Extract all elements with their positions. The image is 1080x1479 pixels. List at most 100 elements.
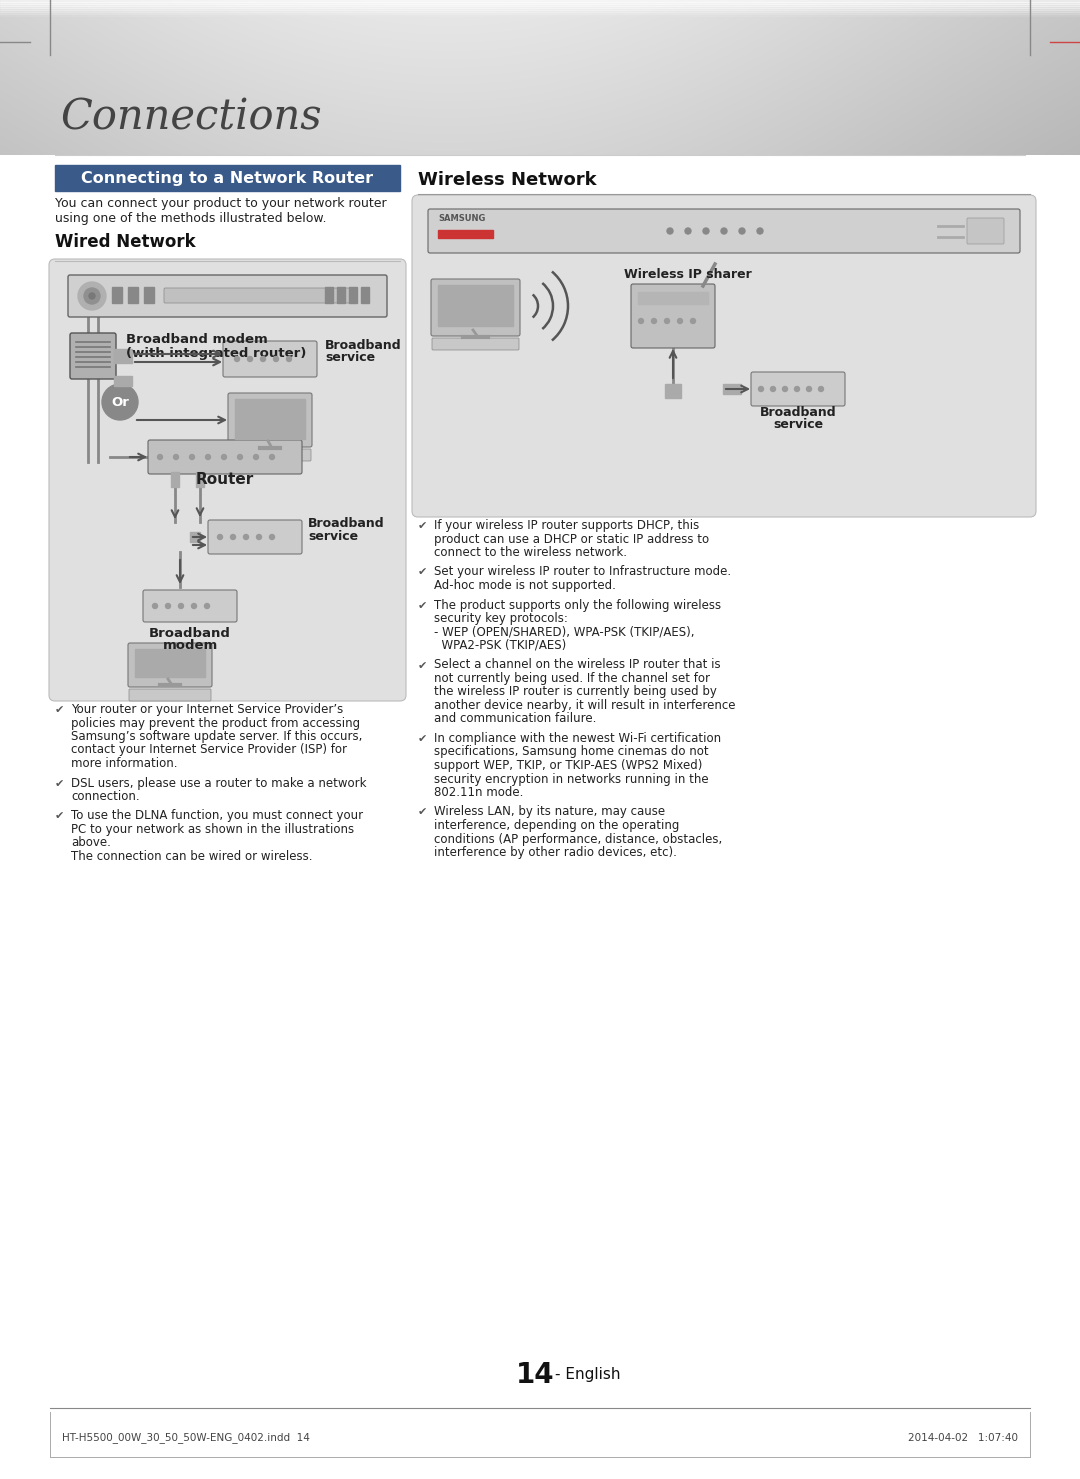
Bar [0, 0, 1080, 1]
Text: Broadband: Broadband [759, 407, 836, 419]
Text: 802.11n mode.: 802.11n mode. [434, 785, 524, 799]
Circle shape [234, 356, 240, 361]
Text: DSL users, please use a router to make a network: DSL users, please use a router to make a… [71, 776, 366, 790]
FancyBboxPatch shape [70, 333, 116, 379]
Bar [190, 532, 200, 541]
Circle shape [664, 318, 670, 324]
Text: (with integrated router): (with integrated router) [126, 348, 307, 359]
Text: Or: Or [111, 395, 129, 408]
Circle shape [721, 228, 727, 234]
Text: ✔: ✔ [418, 568, 428, 577]
FancyBboxPatch shape [229, 450, 311, 461]
Bar [337, 287, 345, 303]
Circle shape [273, 356, 279, 361]
Text: Connections: Connections [60, 96, 322, 138]
Circle shape [807, 386, 811, 392]
Text: support WEP, TKIP, or TKIP-AES (WPS2 Mixed): support WEP, TKIP, or TKIP-AES (WPS2 Mix… [434, 759, 702, 772]
Text: security encryption in networks running in the: security encryption in networks running … [434, 772, 708, 785]
Text: Broadband modem: Broadband modem [126, 333, 268, 346]
Text: ✔: ✔ [55, 812, 65, 821]
Text: Set your wireless IP router to Infrastructure mode.: Set your wireless IP router to Infrastru… [434, 565, 731, 578]
Text: another device nearby, it will result in interference: another device nearby, it will result in… [434, 700, 735, 711]
Text: the wireless IP router is currently being used by: the wireless IP router is currently bein… [434, 685, 717, 698]
Text: ✔: ✔ [418, 521, 428, 531]
Circle shape [638, 318, 644, 324]
Text: Your router or your Internet Service Provider’s: Your router or your Internet Service Pro… [71, 703, 343, 716]
Bar [325, 287, 333, 303]
Bar [135, 649, 205, 677]
Text: WPA2-PSK (TKIP/AES): WPA2-PSK (TKIP/AES) [434, 639, 566, 652]
Circle shape [783, 386, 787, 392]
Text: service: service [325, 351, 375, 364]
Text: interference, depending on the operating: interference, depending on the operating [434, 819, 679, 833]
Circle shape [189, 454, 194, 460]
Text: Broadband: Broadband [325, 339, 402, 352]
Text: using one of the methods illustrated below.: using one of the methods illustrated bel… [55, 211, 326, 225]
Bar [0, 12, 1080, 13]
FancyBboxPatch shape [411, 195, 1036, 518]
FancyBboxPatch shape [967, 217, 1004, 244]
Text: Broadband: Broadband [149, 627, 231, 640]
Text: ✔: ✔ [418, 808, 428, 818]
Circle shape [260, 356, 266, 361]
Text: Connecting to a Network Router: Connecting to a Network Router [81, 170, 374, 185]
Circle shape [690, 318, 696, 324]
Bar [129, 287, 138, 303]
FancyBboxPatch shape [751, 373, 845, 407]
Text: modem: modem [162, 639, 218, 652]
FancyBboxPatch shape [148, 439, 302, 473]
Text: specifications, Samsung home cinemas do not: specifications, Samsung home cinemas do … [434, 745, 708, 759]
Bar [235, 399, 305, 439]
FancyBboxPatch shape [129, 643, 212, 688]
Bar [114, 349, 132, 362]
Text: service: service [308, 529, 359, 543]
Bar [171, 472, 179, 487]
Text: ✔: ✔ [418, 661, 428, 670]
Bar [0, 10, 1080, 12]
Bar [438, 231, 492, 238]
FancyBboxPatch shape [49, 259, 406, 701]
Text: In compliance with the newest Wi-Fi certification: In compliance with the newest Wi-Fi cert… [434, 732, 721, 745]
Circle shape [158, 454, 162, 460]
Text: above.: above. [71, 837, 111, 849]
Circle shape [247, 356, 253, 361]
Text: - English: - English [555, 1368, 621, 1383]
Circle shape [685, 228, 691, 234]
Text: Wireless IP sharer: Wireless IP sharer [624, 268, 752, 281]
Bar [195, 472, 204, 487]
Circle shape [89, 293, 95, 299]
FancyBboxPatch shape [631, 284, 715, 348]
Bar [0, 1, 1080, 4]
Text: PC to your network as shown in the illustrations: PC to your network as shown in the illus… [71, 822, 354, 836]
Text: security key protocols:: security key protocols: [434, 612, 568, 626]
Circle shape [205, 454, 211, 460]
Circle shape [102, 385, 138, 420]
Circle shape [667, 228, 673, 234]
Bar [638, 291, 708, 305]
Bar [55, 166, 400, 191]
Circle shape [819, 386, 824, 392]
Text: ✔: ✔ [418, 734, 428, 744]
Circle shape [286, 356, 292, 361]
Circle shape [174, 454, 178, 460]
Text: connect to the wireless network.: connect to the wireless network. [434, 546, 627, 559]
Text: Samsung’s software update server. If this occurs,: Samsung’s software update server. If thi… [71, 731, 363, 742]
Text: Ad-hoc mode is not supported.: Ad-hoc mode is not supported. [434, 578, 616, 592]
Text: Router: Router [195, 472, 254, 487]
Bar [144, 287, 154, 303]
Circle shape [270, 534, 274, 540]
Text: product can use a DHCP or static IP address to: product can use a DHCP or static IP addr… [434, 532, 710, 546]
Circle shape [165, 603, 171, 608]
Bar [349, 287, 357, 303]
Circle shape [84, 288, 100, 305]
FancyBboxPatch shape [222, 342, 318, 377]
Bar [438, 285, 513, 325]
Text: Broadband: Broadband [308, 518, 384, 529]
Bar [112, 287, 122, 303]
Circle shape [270, 454, 274, 460]
Text: ✔: ✔ [55, 705, 65, 714]
Circle shape [758, 386, 764, 392]
Text: service: service [773, 419, 823, 430]
Text: more information.: more information. [71, 757, 177, 771]
Text: Select a channel on the wireless IP router that is: Select a channel on the wireless IP rout… [434, 658, 720, 671]
